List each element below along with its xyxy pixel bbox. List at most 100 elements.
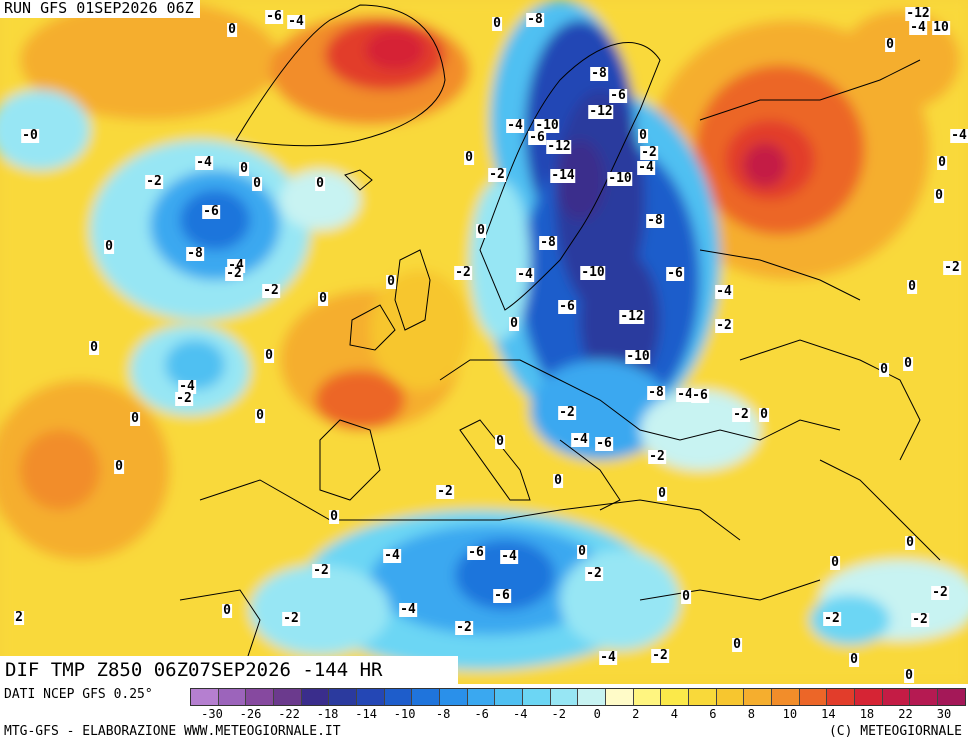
contour-label: 0 [904, 668, 914, 683]
contour-label: -6 [265, 9, 283, 24]
data-source-label: DATI NCEP GFS 0.25° [4, 687, 153, 702]
contour-label: 0 [318, 291, 328, 306]
legend-tick-label: -14 [355, 707, 377, 721]
contour-label: 0 [386, 274, 396, 289]
contour-label: -14 [550, 168, 576, 183]
legend-swatch [523, 689, 551, 705]
legend-swatch [938, 689, 965, 705]
contour-label: -2 [488, 167, 506, 182]
contour-label: -4 [571, 432, 589, 447]
legend-tick-label: 30 [936, 707, 952, 721]
contour-label: -12 [546, 139, 572, 154]
contour-label: 0 [553, 473, 563, 488]
contour-label: -4 [909, 20, 927, 35]
contour-label: -4 [178, 379, 196, 394]
contour-label: -8 [646, 213, 664, 228]
contour-label: -2 [558, 405, 576, 420]
legend-tick-label: 4 [670, 707, 678, 721]
legend-swatch [689, 689, 717, 705]
contour-label: 0 [315, 176, 325, 191]
contour-label: -4 [500, 549, 518, 564]
contour-label: 0 [329, 509, 339, 524]
contour-label: -4 [399, 602, 417, 617]
contour-label: -4 [506, 118, 524, 133]
legend-swatch [799, 689, 828, 705]
contour-label: -6 [528, 130, 546, 145]
contour-label: -2 [823, 611, 841, 626]
run-label: RUN GFS 01SEP2026 06Z [0, 0, 200, 18]
contour-label: 0 [476, 223, 486, 238]
contour-label: -0 [21, 128, 39, 143]
contour-label: -2 [640, 145, 658, 160]
contour-label: 0 [130, 411, 140, 426]
contour-label: 0 [464, 150, 474, 165]
legend-tick-label: 8 [747, 707, 755, 721]
legend-tick-label: -22 [278, 707, 300, 721]
contour-label: -2 [585, 566, 603, 581]
footer-copyright: (C) METEOGIORNALE [828, 724, 962, 739]
legend-tick-label: -2 [551, 707, 566, 721]
contour-label: -2 [648, 449, 666, 464]
contour-label: -6 [202, 204, 220, 219]
contour-label: -12 [619, 309, 645, 324]
contour-label: -10 [625, 349, 651, 364]
contour-label: -10 [580, 265, 606, 280]
contour-label: -2 [911, 612, 929, 627]
contour-label: -4 [715, 284, 733, 299]
contour-label: 0 [227, 22, 237, 37]
contour-label: -4 [950, 128, 968, 143]
legend-tick-label: 6 [709, 707, 717, 721]
legend-swatch [716, 689, 745, 705]
contour-label: 0 [759, 407, 769, 422]
legend-tick-label: -30 [201, 707, 223, 721]
legend-swatch [910, 689, 939, 705]
contour-label: 0 [937, 155, 947, 170]
contour-label: -2 [145, 174, 163, 189]
contour-label: 0 [104, 239, 114, 254]
temperature-anomaly-map: 0 -8 -6 -4 0 -8 -6 -12 -4 -10 -6 -12 0 -2 -4 0 -2 -14 -10-… [0, 0, 968, 684]
contour-label: -6 [493, 588, 511, 603]
legend-swatch [882, 689, 911, 705]
legend-tick-label: -8 [435, 707, 451, 721]
contour-label: 0 [509, 316, 519, 331]
legend-tick-label: 22 [898, 707, 913, 721]
legend-tick-label: -4 [512, 707, 528, 721]
contour-label: -12 [588, 104, 614, 119]
contour-label: -2 [715, 318, 733, 333]
legend-swatch [827, 689, 856, 705]
contour-label: -2 [436, 484, 454, 499]
contour-label: -8 [186, 246, 204, 261]
legend-tick-label: 18 [859, 707, 875, 721]
contour-label: -4 [195, 155, 213, 170]
legend-tick-label: 2 [632, 707, 640, 721]
contour-label: -8 [526, 12, 544, 27]
contour-label: 0 [222, 603, 232, 618]
legend-tick-label: -26 [239, 707, 262, 721]
contour-label: 10 [932, 20, 950, 35]
contour-label: -2 [175, 391, 193, 406]
legend-tick-label: 0 [593, 707, 601, 721]
contour-label: 0 [638, 128, 648, 143]
contour-label: 0 [849, 652, 859, 667]
contour-label: -6 [595, 436, 613, 451]
contour-label: 0 [89, 340, 99, 355]
contour-label: -6 [666, 266, 684, 281]
contour-label: -4 [383, 548, 401, 563]
contour-label: -6 [691, 388, 709, 403]
color-scale-ticks: -30 -26 -22 -18 -14 -10 -8 -6 -4 -2 0 2 4 6 8 10 14 18 22 3… [190, 707, 966, 723]
contour-label: 0 [114, 459, 124, 474]
contour-label: 0 [492, 16, 502, 31]
legend-swatch [191, 689, 219, 705]
legend-swatch [301, 689, 330, 705]
legend-swatch [357, 689, 385, 705]
contour-label: -6 [558, 299, 576, 314]
contour-label: -4 [516, 267, 534, 282]
legend-swatch [384, 689, 413, 705]
contour-label: -10 [607, 171, 633, 186]
contour-label: 0 [903, 356, 913, 371]
contour-label: -2 [312, 563, 330, 578]
contour-label: -4 [637, 160, 655, 175]
legend-swatch [606, 689, 634, 705]
contour-label: -12 [905, 6, 931, 21]
legend-swatch [274, 689, 302, 705]
